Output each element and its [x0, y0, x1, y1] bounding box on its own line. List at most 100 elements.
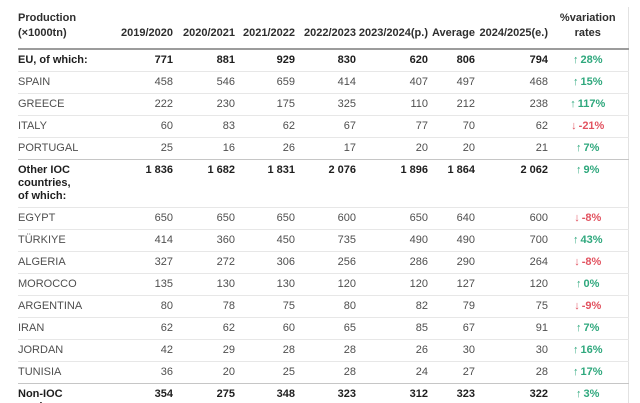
value-cell: 290: [430, 251, 477, 274]
table-row: TUNISIA 36 20 25 28 24 27 28 ↑ 17%: [18, 361, 628, 384]
value-cell: 80: [118, 295, 175, 318]
arrow-down-icon: ↓: [574, 256, 580, 268]
value-cell: 65: [297, 317, 358, 340]
value-cell: 700: [477, 229, 550, 252]
variation-cell: ↓ -9%: [550, 295, 628, 318]
value-cell: 75: [237, 295, 297, 318]
variation-cell: ↑ 43%: [550, 229, 628, 252]
value-cell: 67: [430, 317, 477, 340]
variation-cell: ↑ 16%: [550, 339, 628, 362]
value-cell: 264: [477, 251, 550, 274]
value-cell: 322: [477, 383, 550, 403]
arrow-up-icon: ↑: [576, 278, 582, 290]
table-row: ITALY 60 83 62 67 77 70 62 ↓ -21%: [18, 115, 628, 138]
table-row: ARGENTINA 80 78 75 80 82 79 75 ↓ -9%: [18, 295, 628, 318]
value-cell: 127: [430, 273, 477, 296]
value-cell: 20: [430, 137, 477, 160]
variation-cell: ↑ 7%: [550, 317, 628, 340]
table-title-line1: Production: [18, 12, 77, 24]
column-header-2020-2021: 2020/2021: [175, 7, 237, 50]
value-cell: 70: [430, 115, 477, 138]
table-row: JORDAN 42 29 28 28 26 30 30 ↑ 16%: [18, 339, 628, 362]
value-cell: 62: [175, 317, 237, 340]
value-cell: 275: [175, 383, 237, 403]
row-label: EGYPT: [18, 207, 118, 230]
variation-cell: ↓ -8%: [550, 251, 628, 274]
value-cell: 26: [237, 137, 297, 160]
value-cell: 794: [529, 54, 548, 66]
value-cell: 135: [118, 273, 175, 296]
table-row: IRAN 62 62 60 65 85 67 91 ↑ 7%: [18, 317, 628, 340]
arrow-up-icon: ↑: [576, 388, 582, 400]
row-label: EU, of which:: [18, 54, 88, 66]
row-label: MOROCCO: [18, 273, 118, 296]
column-header-2023-2024: 2023/2024(p.): [358, 7, 430, 50]
table-row: EGYPT 650 650 650 600 650 640 600 ↓ -8%: [18, 207, 628, 230]
table-row: Non-IOC producers354275348323312323322↑3…: [18, 383, 628, 403]
table-row: Other IOC countries, of which: 1 836 1 682…: [18, 159, 628, 208]
row-label: Non-IOC producers: [18, 383, 118, 403]
value-cell: 323: [430, 383, 477, 403]
value-cell: 75: [477, 295, 550, 318]
arrow-up-icon: ↑: [572, 234, 579, 246]
column-header-2022-2023: 2022/2023: [297, 7, 358, 50]
value-cell: 83: [175, 115, 237, 138]
value-cell: 27: [430, 361, 477, 384]
value-cell: 30: [430, 339, 477, 362]
row-label: ALGERIA: [18, 251, 118, 274]
value-cell: 650: [175, 207, 237, 230]
value-cell: 17: [297, 137, 358, 160]
value-cell: 29: [175, 339, 237, 362]
value-cell: 20: [175, 361, 237, 384]
value-cell: 360: [175, 229, 237, 252]
value-cell: 16: [175, 137, 237, 160]
table-row: GREECE 222 230 175 325 110 212 238 ↑ 117%: [18, 93, 628, 116]
value-cell: 312: [358, 383, 430, 403]
value-cell: 600: [477, 207, 550, 230]
value-cell: 490: [358, 229, 430, 252]
value-cell: 67: [297, 115, 358, 138]
table-row: EU, of which: 771 881 929 830 620 806 794 ↑ 28%: [18, 49, 628, 72]
value-cell: 230: [175, 93, 237, 116]
value-cell: 650: [358, 207, 430, 230]
arrow-up-icon: ↑: [572, 366, 579, 378]
value-cell: 1 864: [430, 159, 477, 208]
value-cell: 60: [237, 317, 297, 340]
table-row: PORTUGAL 25 16 26 17 20 20 21 ↑ 7%: [18, 137, 628, 160]
table-title: Production (×1000tn): [18, 7, 118, 50]
variation-cell: ↑ 28%: [572, 54, 603, 66]
row-label: Other IOC countries, of which:: [18, 159, 118, 208]
value-cell: 222: [118, 93, 175, 116]
value-cell: 1 831: [237, 159, 297, 208]
value-cell: 546: [175, 71, 237, 94]
arrow-up-icon: ↑: [576, 322, 582, 334]
value-cell: 77: [358, 115, 430, 138]
variation-cell: ↑ 9%: [550, 159, 628, 208]
value-cell: 42: [118, 339, 175, 362]
row-label: TÜRKIYE: [18, 229, 118, 252]
row-label: PORTUGAL: [18, 137, 118, 160]
arrow-up-icon: ↑: [576, 164, 582, 176]
value-cell: 414: [118, 229, 175, 252]
value-cell: 348: [237, 383, 297, 403]
value-cell: 659: [237, 71, 297, 94]
value-cell: 20: [358, 137, 430, 160]
value-cell: 28: [297, 361, 358, 384]
row-label: TUNISIA: [18, 361, 118, 384]
value-cell: 120: [297, 273, 358, 296]
value-cell: 650: [237, 207, 297, 230]
value-cell: 91: [477, 317, 550, 340]
value-cell: 130: [237, 273, 297, 296]
table-row: SPAIN 458 546 659 414 407 497 468 ↑ 15%: [18, 71, 628, 94]
production-table: Production (×1000tn) 2019/2020 2020/2021…: [18, 7, 629, 403]
table-row: TÜRKIYE 414 360 450 735 490 490 700 ↑ 43%: [18, 229, 628, 252]
arrow-up-icon: ↑: [572, 76, 579, 88]
value-cell: 272: [175, 251, 237, 274]
value-cell: 881: [216, 54, 235, 66]
variation-cell: ↑ 17%: [550, 361, 628, 384]
value-cell: 306: [237, 251, 297, 274]
variation-cell: ↑ 15%: [550, 71, 628, 94]
variation-header-line2: rates: [574, 27, 601, 39]
value-cell: 323: [297, 383, 358, 403]
